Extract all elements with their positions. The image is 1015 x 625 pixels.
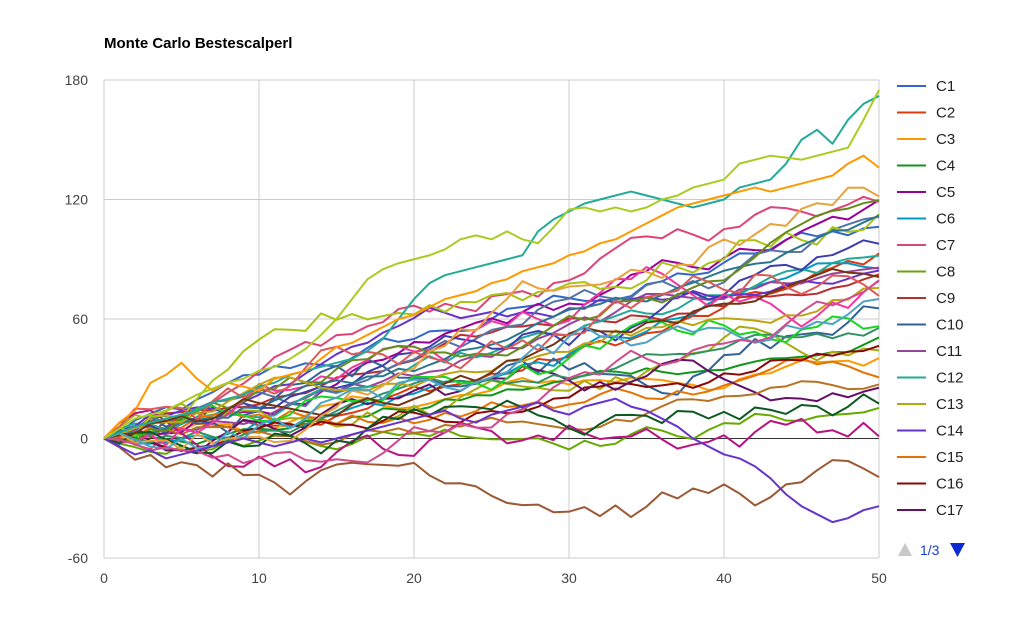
y-tick-label: -60: [68, 550, 88, 566]
y-tick-label: 60: [72, 311, 88, 327]
series-line: [103, 195, 880, 451]
series-line: [103, 154, 880, 440]
y-tick-label: 0: [80, 431, 88, 447]
legend-label: C17: [936, 502, 964, 519]
series-line: [103, 397, 880, 524]
series-line: [103, 336, 880, 445]
x-tick-label: 30: [561, 570, 577, 586]
chart-title: Monte Carlo Bestescalperl: [104, 35, 293, 52]
x-tick-label: 40: [716, 570, 732, 586]
x-axis-tick-labels: 0 10 20 30 40 50: [100, 570, 887, 586]
legend-label: C14: [936, 423, 964, 440]
y-tick-label: 180: [65, 72, 89, 88]
series-line: [103, 186, 880, 451]
legend-label: C2: [936, 105, 955, 122]
legend-label: C12: [936, 370, 964, 387]
series-line: [103, 213, 880, 440]
x-tick-label: 0: [100, 570, 108, 586]
legend-label: C11: [936, 343, 962, 360]
x-tick-label: 50: [871, 570, 887, 586]
series-line: [103, 95, 880, 440]
series-line: [103, 267, 880, 440]
series-line: [103, 344, 880, 453]
series-line: [103, 279, 880, 465]
series-line: [103, 393, 880, 455]
legend-label: C16: [936, 476, 964, 493]
legend-label: C5: [936, 184, 955, 201]
series-line: [103, 437, 880, 519]
y-tick-label: 120: [65, 192, 89, 208]
series-line: [103, 89, 880, 440]
legend-label: C3: [936, 131, 955, 148]
legend-label: C7: [936, 237, 955, 254]
series-line: [103, 380, 880, 446]
page-down-icon[interactable]: [950, 543, 965, 557]
page-indicator: 1/3: [920, 542, 940, 558]
series-line: [103, 273, 880, 440]
legend-label: C15: [936, 449, 964, 466]
x-tick-label: 10: [251, 570, 267, 586]
legend-label: C4: [936, 158, 955, 175]
series-lines: [103, 89, 880, 524]
legend-label: C1: [936, 78, 955, 95]
legend-label: C10: [936, 317, 964, 334]
legend-pager[interactable]: 1/3: [898, 542, 965, 558]
series-line: [103, 254, 880, 440]
x-tick-label: 20: [406, 570, 422, 586]
legend-label: C9: [936, 290, 955, 307]
series-line: [103, 214, 880, 440]
legend-label: C6: [936, 211, 955, 228]
y-axis-tick-labels: 180 120 60 0 -60: [65, 72, 89, 566]
series-line: [103, 252, 880, 440]
series-line: [103, 266, 880, 447]
legend-label: C13: [936, 396, 964, 413]
legend-label: C8: [936, 264, 955, 281]
legend: C1 C2 C3 C4 C5 C6 C7 C8 C9 C10 C11 C12 C13 C14 C15 C16 C…: [897, 78, 964, 519]
page-up-icon[interactable]: [898, 543, 912, 556]
